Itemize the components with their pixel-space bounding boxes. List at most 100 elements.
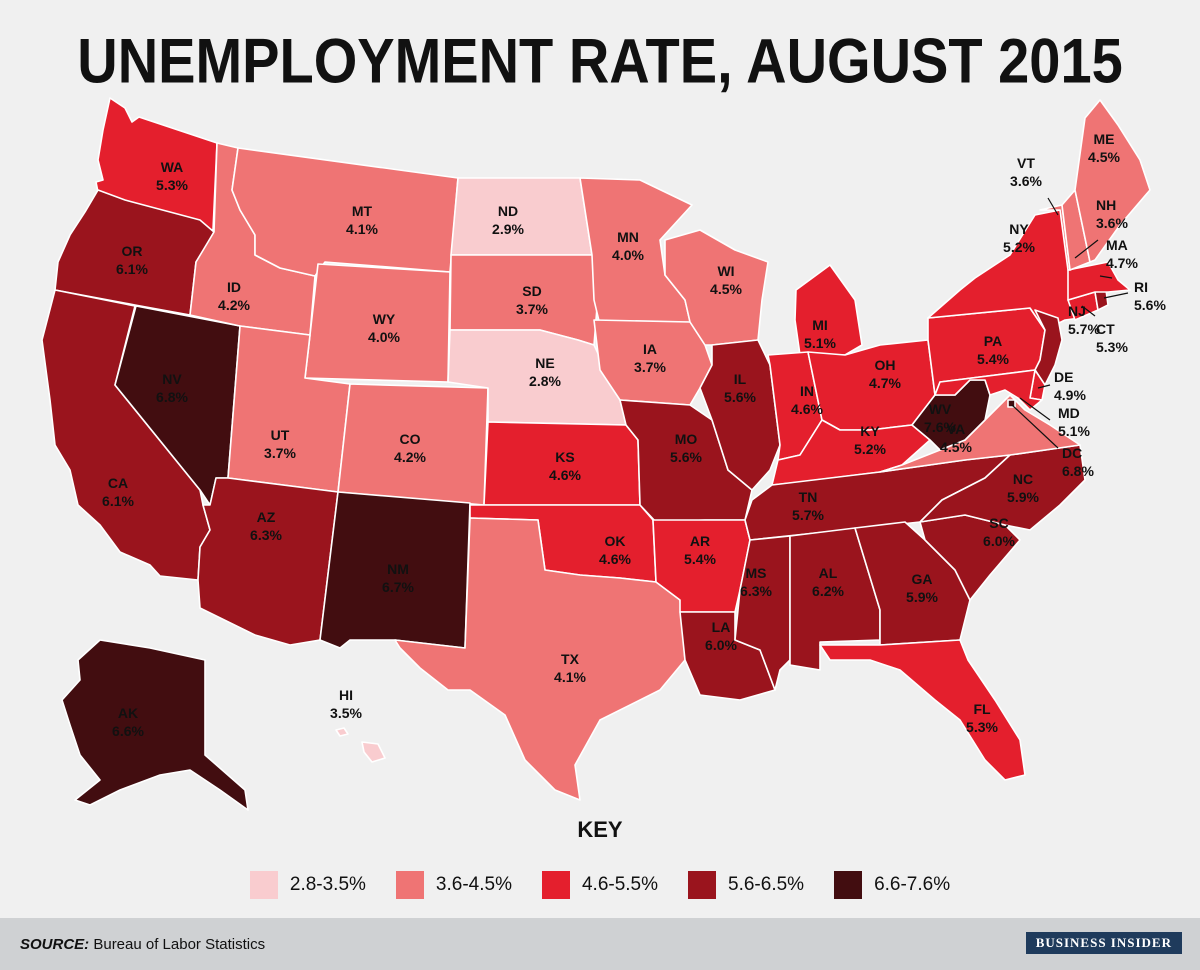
state-rate-ia: 3.7% [634, 359, 666, 375]
state-code-ma: MA [1106, 237, 1128, 253]
state-rate-mi: 5.1% [804, 335, 836, 351]
state-code-ok: OK [605, 533, 626, 549]
state-rate-or: 6.1% [116, 261, 148, 277]
state-rate-mt: 4.1% [346, 221, 378, 237]
map-title: UNEMPLOYMENT RATE, AUGUST 2015 [77, 25, 1123, 96]
state-code-nh: NH [1096, 197, 1116, 213]
state-rate-tn: 5.7% [792, 507, 824, 523]
state-rate-ne: 2.8% [529, 373, 561, 389]
state-rate-me: 4.5% [1088, 149, 1120, 165]
state-nd [450, 177, 593, 256]
source-label: SOURCE: [20, 936, 90, 953]
state-code-co: CO [400, 431, 421, 447]
state-rate-ca: 6.1% [102, 493, 134, 509]
state-code-nd: ND [498, 203, 518, 219]
legend-item: 6.6-7.6% [834, 871, 950, 899]
state-rate-oh: 4.7% [869, 375, 901, 391]
state-rate-ut: 3.7% [264, 445, 296, 461]
state-code-me: ME [1094, 131, 1115, 147]
state-code-mo: MO [675, 431, 698, 447]
legend-item: 2.8-3.5% [249, 871, 366, 899]
legend-swatch [395, 871, 424, 899]
state-code-ia: IA [643, 341, 657, 357]
state-code-md: MD [1058, 405, 1080, 421]
source-text: Bureau of Labor Statistics [93, 936, 266, 953]
state-rate-nc: 5.9% [1007, 489, 1039, 505]
state-code-ms: MS [746, 565, 767, 581]
legend-item: 4.6-5.5% [541, 871, 658, 899]
state-rate-az: 6.3% [250, 527, 282, 543]
state-code-ga: GA [912, 571, 933, 587]
state-dc [1007, 399, 1016, 408]
state-code-id: ID [227, 279, 241, 295]
legend-swatch [541, 871, 570, 899]
state-rate-tx: 4.1% [554, 669, 586, 685]
state-rate-va: 4.5% [940, 439, 972, 455]
state-rate-de: 4.9% [1054, 387, 1086, 403]
state-code-oh: OH [875, 357, 896, 373]
state-rate-ar: 5.4% [684, 551, 716, 567]
state-rate-ky: 5.2% [854, 441, 886, 457]
state-code-nc: NC [1013, 471, 1033, 487]
legend-swatch [834, 871, 863, 899]
state-code-ca: CA [108, 475, 128, 491]
legend-item: 3.6-4.5% [395, 871, 512, 899]
state-code-ny: NY [1009, 221, 1029, 237]
state-code-ks: KS [555, 449, 574, 465]
state-rate-wi: 4.5% [710, 281, 742, 297]
state-rate-id: 4.2% [218, 297, 250, 313]
state-rate-ri: 5.6% [1134, 297, 1166, 313]
key-title: KEY [577, 817, 623, 842]
state-code-wy: WY [373, 311, 396, 327]
state-rate-nv: 6.8% [156, 389, 188, 405]
us-map: WA 5.3% OR 6.1% CA 6.1% NV 6.8% ID 4.2% MT 4.1% WY 4.… [41, 97, 1166, 811]
state-rate-nj: 5.7% [1068, 321, 1100, 337]
state-code-ut: UT [271, 427, 290, 443]
state-code-ak: AK [118, 705, 138, 721]
state-ri [1094, 289, 1109, 311]
state-nc [919, 444, 1086, 531]
state-rate-nm: 6.7% [382, 579, 414, 595]
state-code-nv: NV [162, 371, 182, 387]
state-rate-ny: 5.2% [1003, 239, 1035, 255]
state-code-dc: DC [1062, 445, 1082, 461]
state-code-hi: HI [339, 687, 353, 703]
state-code-ct: CT [1096, 321, 1115, 337]
state-code-mi: MI [812, 317, 828, 333]
legend-label: 2.8-3.5% [289, 874, 366, 895]
state-code-az: AZ [257, 509, 276, 525]
state-rate-co: 4.2% [394, 449, 426, 465]
state-rate-al: 6.2% [812, 583, 844, 599]
state-code-ri: RI [1134, 279, 1148, 295]
state-rate-ct: 5.3% [1096, 339, 1128, 355]
state-rate-wy: 4.0% [368, 329, 400, 345]
state-code-nm: NM [387, 561, 409, 577]
state-rate-md: 5.1% [1058, 423, 1090, 439]
state-code-wv: WV [929, 401, 952, 417]
state-vt [1039, 204, 1071, 271]
state-me [1074, 99, 1151, 263]
state-tx [394, 517, 686, 801]
state-code-or: OR [122, 243, 143, 259]
state-rate-wv: 7.6% [924, 419, 956, 435]
state-code-al: AL [819, 565, 838, 581]
state-rate-mo: 5.6% [670, 449, 702, 465]
state-rate-ak: 6.6% [112, 723, 144, 739]
state-code-ar: AR [690, 533, 710, 549]
state-rate-in: 4.6% [791, 401, 823, 417]
legend-label: 5.6-6.5% [728, 874, 805, 895]
state-ma [1067, 261, 1131, 301]
state-rate-sc: 6.0% [983, 533, 1015, 549]
state-code-sc: SC [989, 515, 1008, 531]
business-insider-logo: BUSINESS INSIDER [1025, 932, 1182, 954]
state-wy [304, 263, 451, 383]
state-rate-ga: 5.9% [906, 589, 938, 605]
state-mi [794, 264, 863, 356]
state-az [197, 477, 339, 646]
state-code-mt: MT [352, 203, 373, 219]
state-rate-ks: 4.6% [549, 467, 581, 483]
state-code-mn: MN [617, 229, 639, 245]
footer-bar: SOURCE: Bureau of Labor Statistics BUSIN… [0, 918, 1200, 970]
state-rate-sd: 3.7% [516, 301, 548, 317]
state-code-tx: TX [561, 651, 580, 667]
